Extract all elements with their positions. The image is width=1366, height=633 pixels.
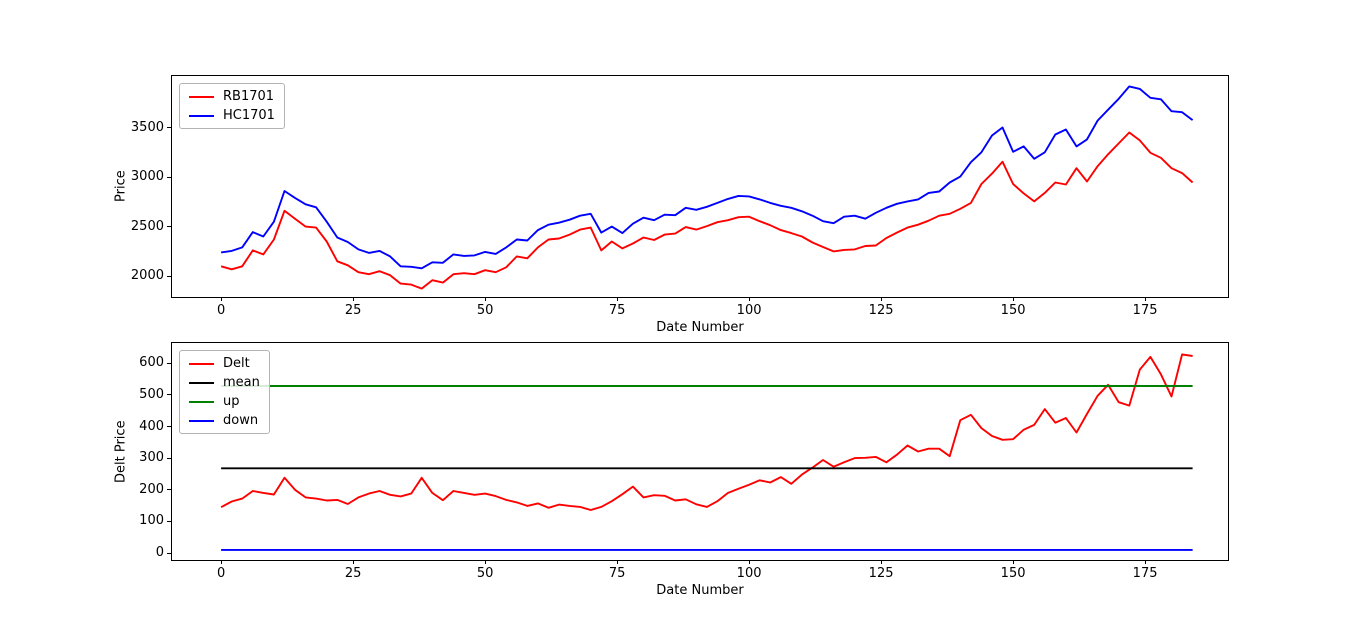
y-tick-mark: [167, 275, 171, 277]
x-tick-mark: [220, 297, 222, 301]
y-tick-label: 3500: [130, 119, 164, 135]
y-axis-label-price: Price: [113, 170, 129, 203]
x-tick-mark: [748, 297, 750, 301]
legend-label-up: up: [223, 394, 240, 409]
y-tick-mark: [167, 226, 171, 228]
x-tick-mark: [616, 560, 618, 564]
legend-item-hc1701: HC1701: [189, 107, 275, 124]
x-tick-mark: [1012, 560, 1014, 564]
x-tick-mark: [748, 560, 750, 564]
x-tick-label: 150: [1000, 303, 1026, 318]
series-line-delt: [220, 353, 1193, 511]
x-tick-label: 75: [608, 566, 626, 581]
y-tick-mark: [167, 426, 171, 427]
delt-legend: Delt mean up down: [179, 350, 270, 434]
x-tick-label: 25: [344, 303, 362, 318]
x-tick-label: 75: [608, 303, 626, 318]
x-tick-mark: [484, 560, 486, 564]
x-tick-label: 175: [1132, 303, 1158, 318]
y-tick-label: 2500: [130, 218, 164, 234]
legend-label-delt: Delt: [223, 356, 250, 371]
y-tick-mark: [167, 362, 171, 364]
y-tick-mark: [167, 552, 171, 554]
rb1701-line-swatch: [189, 95, 214, 98]
legend-item-delt: Delt: [189, 355, 260, 372]
x-tick-label: 125: [868, 303, 894, 318]
price-legend: RB1701 HC1701: [179, 83, 285, 129]
y-tick-label: 400: [139, 418, 164, 434]
y-tick-label: 3000: [130, 169, 164, 185]
y-tick-mark: [167, 394, 171, 396]
x-tick-label: 175: [1132, 566, 1158, 581]
legend-item-up: up: [189, 393, 260, 410]
legend-label-rb1701: RB1701: [223, 89, 275, 104]
y-tick-mark: [167, 520, 171, 522]
y-tick-label: 500: [139, 386, 164, 402]
x-tick-mark: [880, 560, 882, 564]
x-tick-mark: [1012, 297, 1014, 301]
x-tick-label: 100: [736, 566, 762, 581]
x-tick-label: 0: [216, 303, 226, 318]
y-tick-label: 100: [139, 513, 164, 529]
legend-label-mean: mean: [223, 375, 260, 390]
x-tick-mark: [352, 560, 354, 564]
y-tick-mark: [167, 127, 171, 129]
x-tick-mark: [1144, 297, 1146, 301]
x-tick-label: 100: [736, 303, 762, 318]
y-tick-label: 0: [155, 545, 164, 561]
x-tick-label: 125: [868, 566, 894, 581]
x-tick-label: 25: [344, 566, 362, 581]
legend-item-down: down: [189, 412, 260, 429]
y-tick-label: 300: [139, 450, 164, 466]
x-tick-label: 150: [1000, 566, 1026, 581]
x-tick-mark: [352, 297, 354, 301]
legend-label-down: down: [223, 413, 259, 428]
series-line-hc1701: [220, 85, 1194, 270]
x-tick-mark: [484, 297, 486, 301]
y-tick-label: 200: [139, 481, 164, 497]
up-line-swatch: [189, 400, 214, 403]
delt-price-axes: Delt Price Date Number Delt mean up down…: [114, 342, 1229, 598]
delt-plot-area: [220, 353, 1193, 551]
mean-line-swatch: [189, 381, 214, 384]
x-tick-mark: [880, 297, 882, 301]
y-tick-label: 2000: [130, 268, 164, 284]
y-tick-mark: [167, 176, 171, 178]
legend-item-rb1701: RB1701: [189, 88, 275, 105]
y-tick-mark: [167, 489, 171, 491]
delt-line-swatch: [189, 362, 214, 365]
x-tick-mark: [616, 297, 618, 301]
price-axes: Price Date Number RB1701 HC1701 0 25 50 75 1…: [114, 75, 1229, 335]
x-tick-label: 0: [216, 566, 226, 581]
x-tick-label: 50: [476, 303, 494, 318]
x-axis-label-date-number-bottom: Date Number: [656, 583, 744, 598]
price-plot-area: [220, 85, 1194, 290]
hc1701-line-swatch: [189, 114, 214, 117]
x-tick-mark: [220, 560, 222, 564]
x-tick-mark: [1144, 560, 1146, 564]
series-line-rb1701: [220, 131, 1194, 290]
y-tick-mark: [167, 457, 171, 459]
x-axis-label-date-number-top: Date Number: [656, 320, 744, 335]
legend-item-mean: mean: [189, 374, 260, 391]
x-tick-label: 50: [476, 566, 494, 581]
legend-label-hc1701: HC1701: [223, 108, 275, 123]
down-line-swatch: [189, 419, 214, 422]
y-tick-label: 600: [139, 355, 164, 371]
